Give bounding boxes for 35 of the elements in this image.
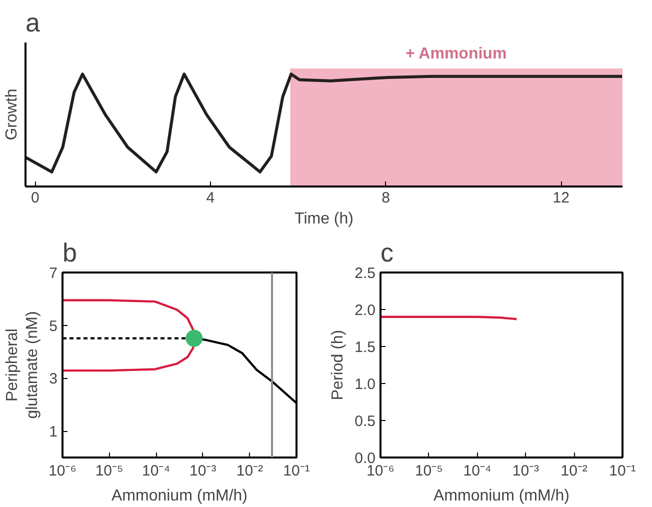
x-tick-label: 10⁻⁴ bbox=[463, 462, 492, 480]
x-tick-label: 8 bbox=[382, 190, 390, 206]
x-tick-label: 10⁻⁴ bbox=[142, 462, 170, 480]
x-axis-title: Ammonium (mM/h) bbox=[111, 488, 248, 504]
y-tick-label: 1.5 bbox=[354, 339, 376, 356]
x-tick-label: 10⁻¹ bbox=[283, 462, 310, 480]
chart-title: b bbox=[62, 238, 77, 268]
x-axis-title: Ammonium (mM/h) bbox=[433, 488, 570, 504]
x-tick-label: 0 bbox=[30, 190, 40, 206]
y-axis-title: Peripheral glutamate (nM) bbox=[4, 311, 42, 419]
x-tick-label: 12 bbox=[552, 190, 570, 206]
x-tick-label: 10⁻² bbox=[560, 462, 588, 480]
x-tick-label: 10⁻³ bbox=[190, 462, 216, 480]
y-tick-label: 3 bbox=[49, 370, 58, 388]
x-tick-label: 10⁻² bbox=[236, 462, 264, 480]
y-axis-title: Growth bbox=[4, 88, 20, 140]
y-tick-label: 1.0 bbox=[354, 376, 376, 393]
x-tick-label: 10⁻⁵ bbox=[95, 462, 124, 480]
x-tick-label: 10⁻⁶ bbox=[366, 462, 394, 480]
x-tick-label: 10⁻⁶ bbox=[48, 462, 76, 480]
y-tick-label: 2.5 bbox=[354, 265, 376, 282]
y-tick-label: 5 bbox=[49, 318, 58, 335]
band-label: + Ammonium bbox=[405, 45, 507, 62]
y-axis-title: Period (h) bbox=[330, 330, 347, 400]
chart-title: c bbox=[380, 238, 394, 268]
y-tick-label: 7 bbox=[49, 265, 58, 282]
y-tick-label: 2.0 bbox=[354, 302, 376, 319]
chart-title: a bbox=[26, 8, 40, 38]
y-tick-label: 0.5 bbox=[354, 413, 376, 430]
x-tick-label: 10⁻⁵ bbox=[414, 462, 443, 480]
x-axis-title: Time (h) bbox=[294, 210, 354, 228]
x-tick-label: 10⁻¹ bbox=[609, 462, 636, 480]
x-tick-label: 4 bbox=[206, 190, 215, 206]
y-tick-label: 1 bbox=[49, 424, 58, 441]
x-tick-label: 10⁻³ bbox=[512, 462, 540, 480]
